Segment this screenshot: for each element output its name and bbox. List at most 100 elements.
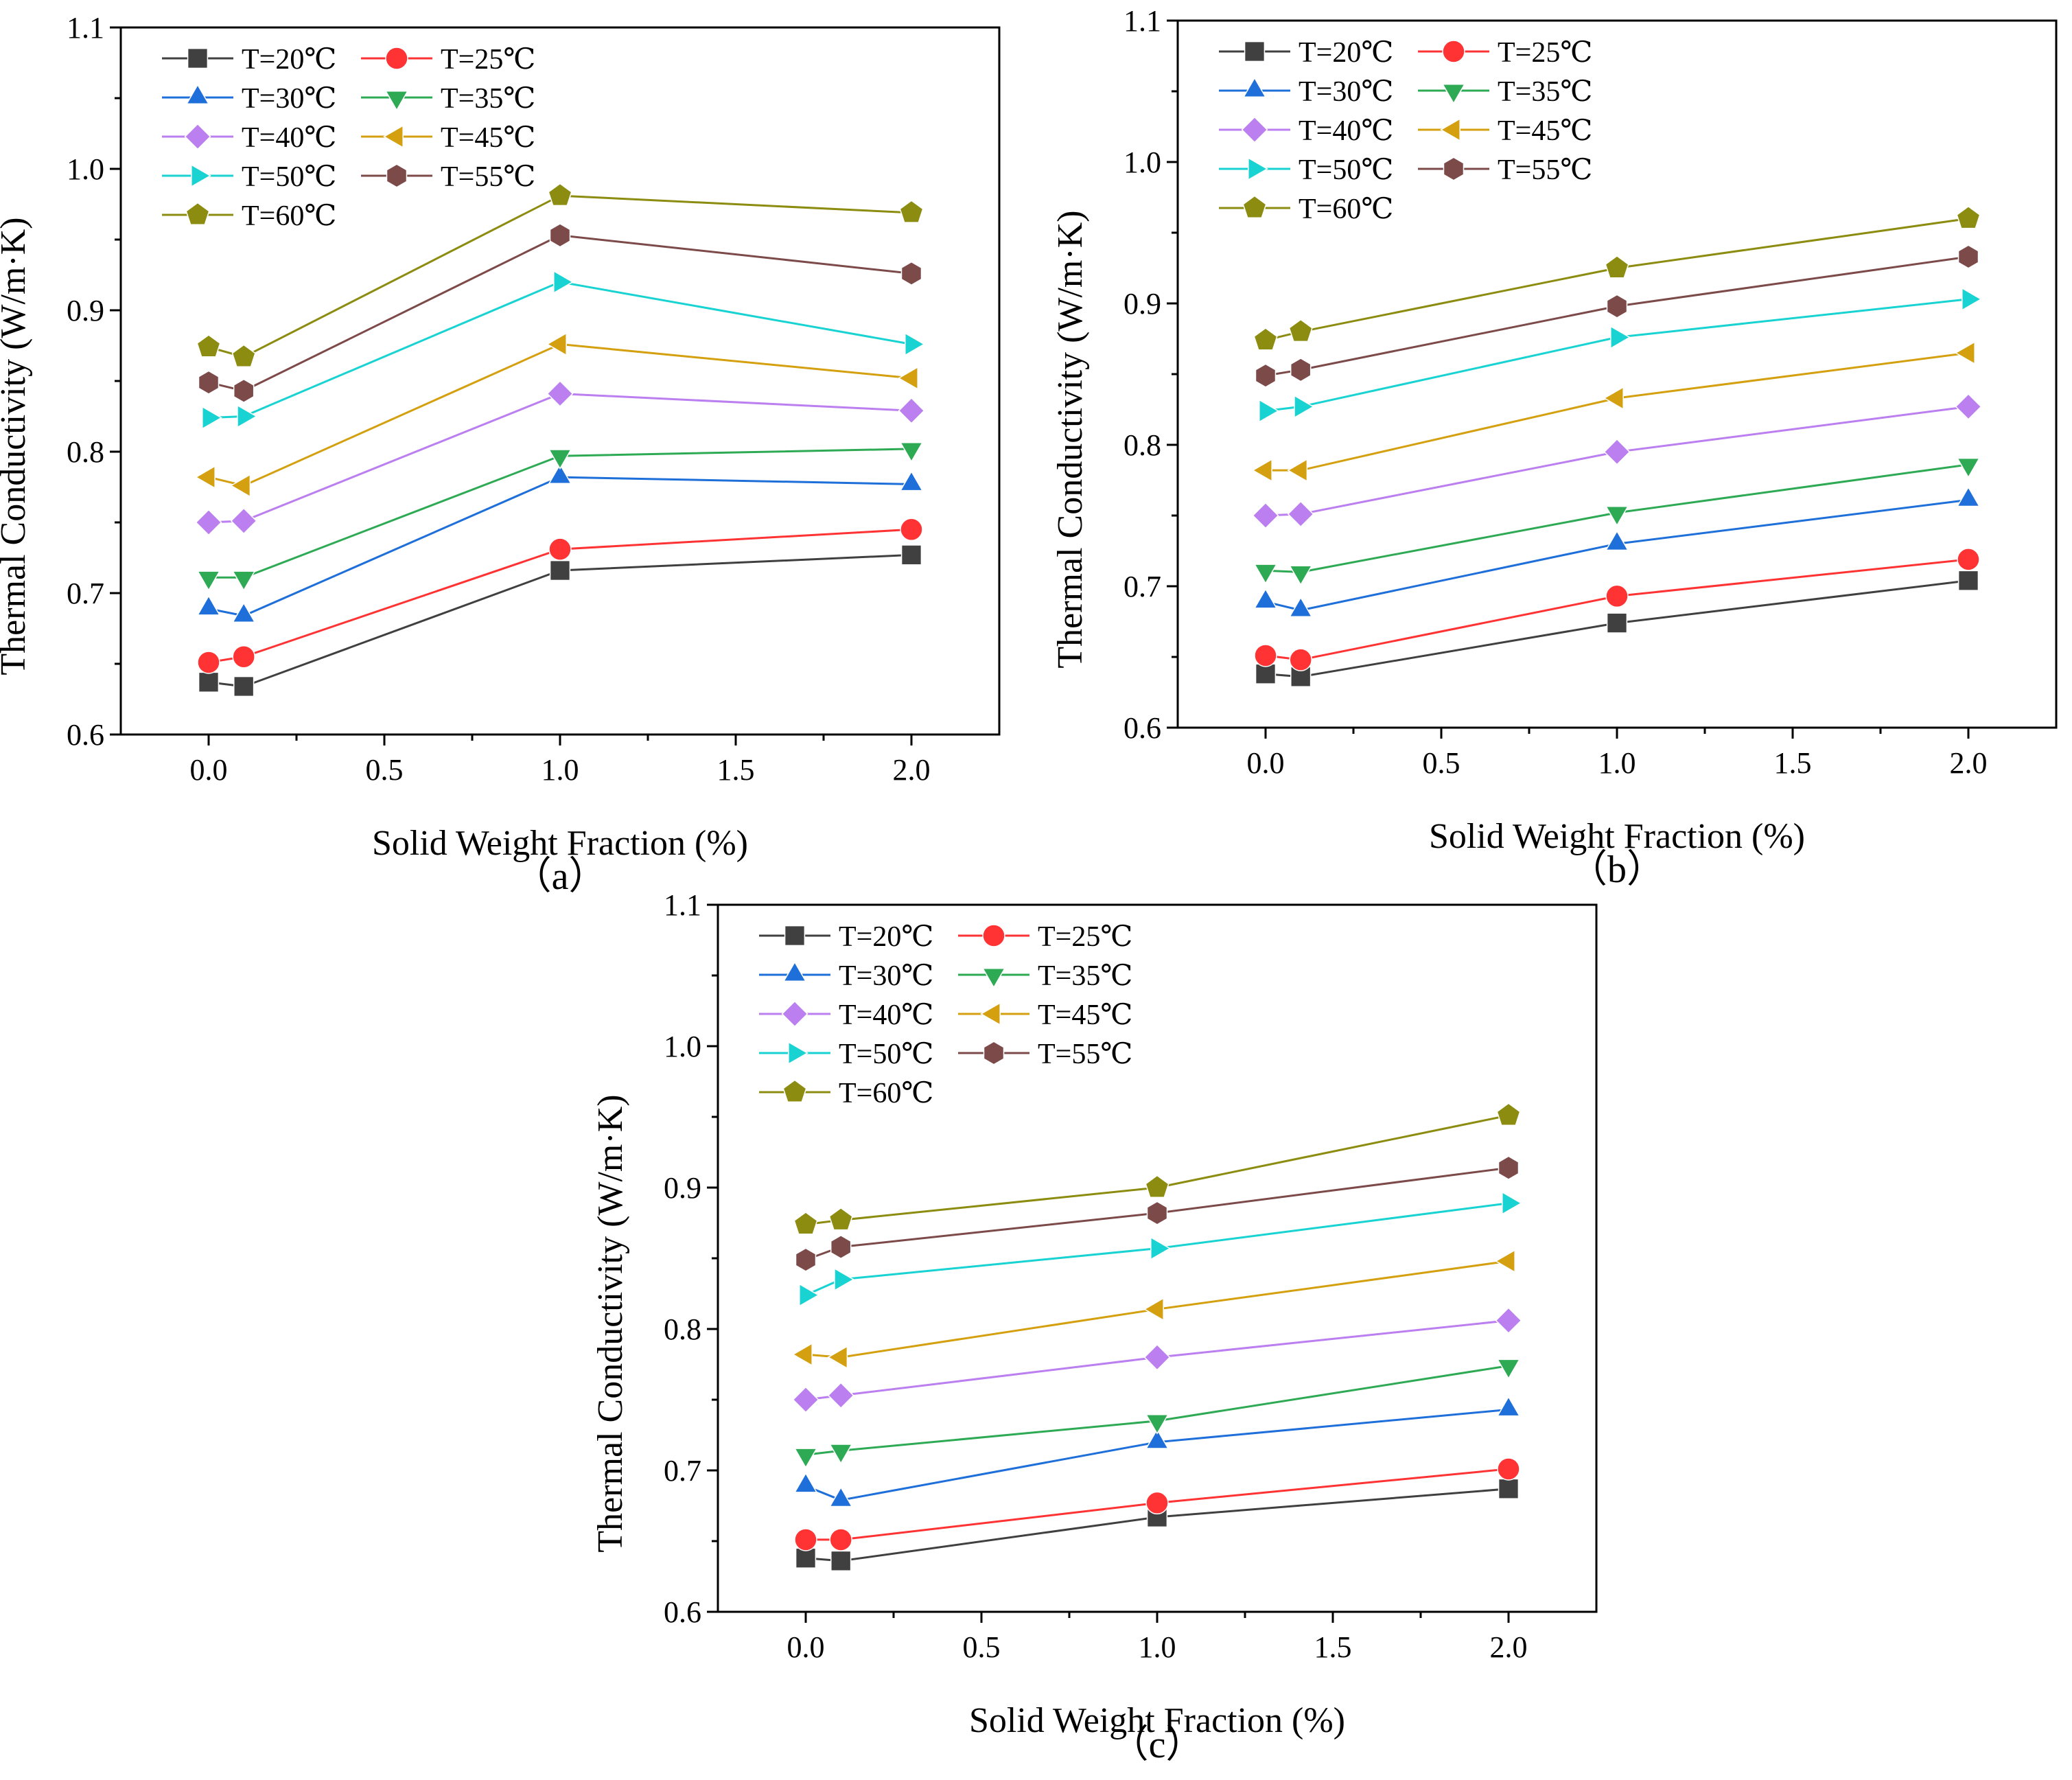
y-tick-label: 1.0 — [1124, 146, 1161, 179]
data-point-t-40 — [1287, 500, 1314, 528]
data-point-t-40 — [1603, 438, 1631, 465]
legend-marker — [788, 1041, 808, 1065]
series-line-t-45 — [805, 1260, 1509, 1359]
data-point-t-50 — [1294, 395, 1315, 419]
legend-item-t-25: T=25℃ — [361, 44, 535, 76]
legend-marker — [187, 47, 209, 69]
data-point-t-50 — [834, 1267, 855, 1292]
data-point-t-50 — [553, 270, 574, 294]
data-point-t-20 — [830, 1550, 852, 1571]
data-point-t-30 — [1145, 1428, 1169, 1449]
legend-item-t-20: T=20℃ — [1219, 37, 1393, 69]
chart-panel-a: 0.0 0.5 1.0 1.5 2.0 0.6 0.7 0.8 0.9 1.0 1.1 Solid W… — [0, 11, 1001, 898]
legend-label: T=50℃ — [839, 1039, 933, 1070]
data-point-t-55 — [198, 370, 220, 395]
series-line-t-60 — [1265, 217, 1969, 342]
legend-item-t-50: T=50℃ — [1219, 154, 1393, 186]
x-tick-label: 0.5 — [963, 1630, 1001, 1664]
series-line-t-55 — [805, 1166, 1509, 1261]
legend-marker — [384, 91, 409, 111]
series-line-t-45 — [208, 343, 912, 487]
data-point-t-20 — [1606, 612, 1628, 634]
data-point-t-45 — [1287, 458, 1308, 483]
y-tick-label: 0.9 — [67, 294, 104, 327]
data-point-t-35 — [793, 1448, 818, 1469]
legend-item-t-60: T=60℃ — [759, 1078, 933, 1109]
series-line-t-35 — [209, 448, 912, 579]
legend-item-t-30: T=30℃ — [162, 83, 336, 115]
data-point-t-30 — [899, 470, 924, 492]
data-point-t-40 — [898, 397, 925, 424]
data-point-t-20 — [900, 544, 922, 566]
data-point-t-45 — [1495, 1249, 1515, 1273]
y-tick-label: 0.9 — [664, 1171, 701, 1205]
legend-label: T=30℃ — [839, 960, 933, 992]
chart-panel-c: 0.0 0.5 1.0 1.5 2.0 0.6 0.7 0.8 0.9 1.0 1.1 Solid W… — [591, 888, 1598, 1766]
y-tick-label: 1.1 — [664, 888, 701, 922]
data-point-t-50 — [202, 406, 222, 430]
series-line-t-25 — [208, 528, 912, 664]
data-point-t-50 — [1962, 287, 1982, 312]
legend-label: T=40℃ — [242, 122, 336, 154]
data-point-t-20 — [795, 1547, 817, 1569]
data-point-t-45 — [230, 474, 251, 498]
y-tick-label: 0.6 — [664, 1595, 701, 1629]
data-point-t-35 — [196, 570, 221, 592]
legend-marker — [1441, 84, 1466, 104]
legend-marker — [185, 84, 210, 104]
legend-item-t-35: T=35℃ — [361, 83, 535, 115]
legend-item-t-35: T=35℃ — [1418, 76, 1592, 108]
series-line-t-40 — [208, 392, 912, 524]
data-point-t-45 — [546, 332, 567, 356]
data-point-t-25 — [548, 538, 572, 561]
x-tick-label: 1.0 — [1139, 1630, 1176, 1664]
legend-label: T=45℃ — [1038, 999, 1132, 1031]
data-point-t-45 — [1143, 1297, 1164, 1321]
series-line-t-35 — [1265, 463, 1969, 573]
data-point-t-35 — [1956, 457, 1981, 478]
legend-marker — [782, 961, 807, 982]
legend-item-t-40: T=40℃ — [162, 122, 336, 154]
x-axis-label: Solid Weight Fraction (%) — [1429, 817, 1805, 856]
data-point-t-25 — [794, 1528, 817, 1551]
series-line-t-20 — [805, 1488, 1509, 1562]
data-point-t-45 — [1955, 340, 1975, 365]
series-line-t-40 — [805, 1319, 1509, 1401]
legend-marker — [191, 163, 211, 188]
data-point-t-60 — [548, 183, 572, 207]
legend-label: T=45℃ — [441, 122, 535, 154]
data-point-t-60 — [1605, 255, 1629, 279]
data-point-t-60 — [196, 334, 221, 358]
data-point-t-25 — [900, 518, 923, 542]
legend-marker — [982, 924, 1005, 947]
legend-marker — [782, 1079, 807, 1102]
data-point-t-35 — [1253, 564, 1278, 585]
data-point-t-25 — [829, 1528, 852, 1551]
legend-item-t-25: T=25℃ — [1418, 37, 1592, 69]
y-axis-label: Thermal Conductivity (W/m·K) — [0, 217, 33, 675]
data-point-t-20 — [1498, 1478, 1520, 1499]
series-line-t-30 — [208, 476, 912, 617]
legend-item-t-60: T=60℃ — [162, 200, 336, 232]
legend-label: T=35℃ — [1498, 76, 1592, 108]
series-line-t-55 — [208, 234, 912, 392]
x-tick-label: 2.0 — [893, 753, 931, 787]
data-point-t-45 — [1603, 386, 1624, 411]
legend-marker — [386, 163, 408, 188]
data-point-t-20 — [1957, 570, 1979, 591]
legend-item-t-55: T=55℃ — [1418, 154, 1592, 186]
data-point-t-50 — [1150, 1236, 1171, 1260]
legend-item-t-20: T=20℃ — [759, 921, 933, 953]
data-point-t-60 — [1956, 205, 1981, 229]
legend-marker — [184, 123, 211, 150]
legend-item-t-60: T=60℃ — [1219, 194, 1393, 225]
y-tick-label: 0.8 — [1124, 428, 1161, 462]
x-tick-label: 1.0 — [542, 753, 579, 787]
data-point-t-30 — [793, 1472, 818, 1493]
legend-marker — [1443, 157, 1465, 181]
data-point-t-20 — [1255, 663, 1277, 684]
data-point-t-30 — [1253, 588, 1278, 609]
data-point-t-40 — [546, 380, 574, 407]
legend-label: T=60℃ — [839, 1078, 933, 1109]
data-point-t-55 — [1255, 363, 1277, 388]
